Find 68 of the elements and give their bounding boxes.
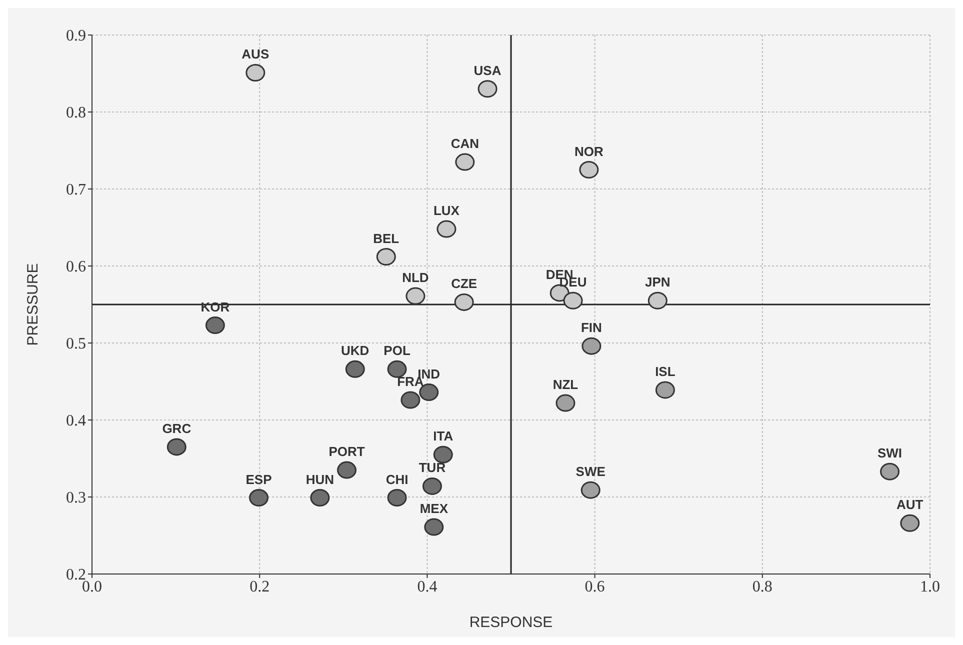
annotation: LUX [433,203,460,218]
point [424,518,444,536]
annotation: BEL [373,230,400,246]
point [310,489,330,507]
x-tick-label: 0.4 [417,578,438,596]
annotation: UKD [341,343,370,358]
point [387,360,407,378]
point [582,337,602,355]
annotation: SWE [576,464,606,480]
annotation: CZE [451,276,478,292]
annotation: ESP [246,472,272,487]
x-axis-title: RESPONSE [469,614,553,631]
point [478,80,498,98]
point [436,220,456,238]
point [648,292,668,310]
point [387,489,407,507]
point [406,287,426,305]
x-tick-label: 0.0 [82,578,102,596]
point [455,153,475,171]
annotation: HUN [306,472,334,487]
annotation: JPN [645,274,670,290]
annotation: TUR [418,460,446,476]
annotation: ITA [433,428,454,444]
point [580,481,600,499]
point [655,381,675,399]
annotation: NOR [574,144,604,159]
y-tick-label: 0.8 [66,104,86,122]
point [400,391,420,409]
y-tick-label: 0.7 [66,182,86,199]
point [166,438,186,456]
y-tick-label: 0.6 [66,258,86,276]
annotation: USA [474,62,502,78]
point [900,514,920,532]
x-tick-label: 0.6 [584,578,605,596]
annotation: POL [384,343,410,358]
y-tick-label: 0.3 [66,490,86,507]
annotation: CHI [386,472,408,487]
y-tick-label: 0.5 [66,336,86,353]
annotation: GRC [162,420,192,436]
point [454,293,474,311]
x-tick-label: 1.0 [920,578,940,596]
point [563,292,583,310]
annotation: NLD [402,270,429,286]
annotation: MEX [420,501,448,516]
annotation: AUT [896,497,924,512]
point [337,461,356,479]
point [246,64,266,82]
point [579,161,599,178]
x-tick-label: 0.2 [250,578,270,596]
y-tick-label: 0.9 [66,28,86,45]
annotation: NZL [552,377,578,392]
point [880,462,900,480]
point [205,316,225,334]
point [376,248,396,266]
annotation: SWI [877,446,902,461]
annotation: ISL [655,364,676,379]
annotation: PORT [328,444,365,460]
annotation: CAN [450,136,479,152]
y-tick-label: 0.4 [66,412,86,430]
point [422,477,442,495]
point [556,394,576,412]
annotation: AUS [242,46,270,62]
x-tick-label: 0.8 [752,578,772,596]
annotation: FIN [580,320,602,336]
point [433,446,453,464]
point [249,489,269,507]
y-axis-title: PRESSURE [24,263,42,346]
point [345,360,365,378]
